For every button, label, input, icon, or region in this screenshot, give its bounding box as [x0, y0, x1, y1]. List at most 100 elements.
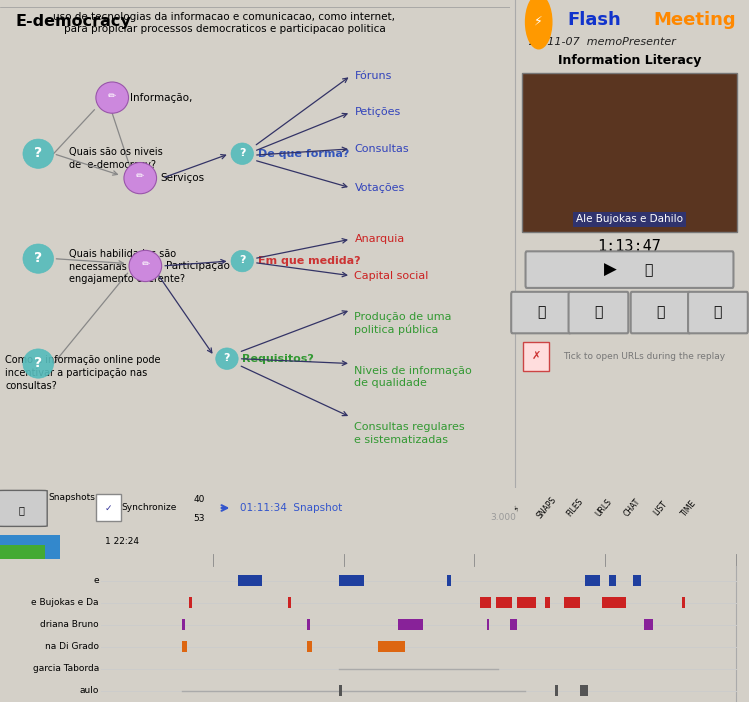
Text: Petições: Petições	[354, 107, 401, 117]
Bar	[307, 642, 312, 652]
Text: ✗: ✗	[532, 351, 541, 362]
FancyBboxPatch shape	[631, 292, 691, 333]
FancyBboxPatch shape	[522, 73, 737, 232]
Bar	[0, 535, 60, 559]
Bar	[339, 575, 365, 586]
Text: uso de tecnologias da informacao e comunicacao, como internet,: uso de tecnologias da informacao e comun…	[53, 12, 395, 22]
Text: driana Bruno: driana Bruno	[40, 621, 99, 630]
Text: para propiciar processos democraticos e participacao politica: para propiciar processos democraticos e …	[64, 25, 385, 34]
Text: E-democracy: E-democracy	[15, 13, 131, 29]
Text: Serviços: Serviços	[160, 173, 204, 183]
Circle shape	[526, 0, 552, 49]
Text: ✓: ✓	[105, 503, 112, 512]
Bar	[487, 619, 489, 630]
FancyBboxPatch shape	[688, 292, 748, 333]
Text: ?: ?	[34, 356, 42, 369]
Text: SNAPS: SNAPS	[536, 496, 558, 520]
Text: Anarquia: Anarquia	[354, 234, 404, 244]
Text: Synchronize: Synchronize	[121, 503, 177, 512]
Circle shape	[216, 348, 238, 369]
Text: ⏮: ⏮	[537, 305, 545, 319]
Bar	[584, 575, 601, 586]
Text: Quais habilidades são
necessarias para o
engajamento coerente?: Quais habilidades são necessarias para o…	[69, 249, 185, 284]
Text: Fóruns: Fóruns	[354, 71, 392, 81]
Bar	[307, 619, 311, 630]
Circle shape	[124, 162, 157, 194]
Text: ⚡: ⚡	[512, 503, 522, 513]
Bar	[545, 597, 551, 609]
Text: ✏: ✏	[142, 259, 149, 269]
Text: 📷: 📷	[19, 505, 25, 515]
Text: ⏪: ⏪	[594, 305, 603, 319]
Text: 1 22:24: 1 22:24	[105, 538, 139, 546]
Text: ?: ?	[34, 146, 42, 160]
Text: TIME: TIME	[680, 498, 698, 518]
Text: 53: 53	[193, 514, 204, 523]
Circle shape	[231, 143, 253, 164]
Text: URLS: URLS	[594, 498, 613, 519]
Text: Consultas: Consultas	[354, 144, 409, 154]
Text: Produção de uma
politica pública: Produção de uma politica pública	[354, 312, 452, 336]
Circle shape	[96, 82, 129, 113]
Text: ?: ?	[224, 352, 230, 363]
Text: Tick to open URLs during the replay: Tick to open URLs during the replay	[562, 352, 725, 361]
Text: ?: ?	[239, 147, 246, 158]
Bar	[564, 597, 580, 609]
Text: Consultas regulares
e sistematizadas: Consultas regulares e sistematizadas	[354, 422, 465, 444]
Text: ?: ?	[34, 251, 42, 265]
Bar	[682, 597, 685, 609]
Circle shape	[23, 349, 53, 378]
Text: Informação,: Informação,	[130, 93, 192, 102]
Text: Niveis de informação
de qualidade: Niveis de informação de qualidade	[354, 366, 472, 388]
Bar	[643, 619, 653, 630]
Bar	[510, 619, 517, 630]
Text: 01:11:34  Snapshot: 01:11:34 Snapshot	[240, 503, 342, 513]
Bar	[189, 597, 192, 609]
Text: ?: ?	[239, 255, 246, 265]
FancyBboxPatch shape	[0, 491, 47, 526]
Circle shape	[23, 139, 53, 168]
Text: ⏭: ⏭	[714, 305, 722, 319]
Text: ✏: ✏	[136, 171, 145, 181]
FancyBboxPatch shape	[526, 251, 733, 288]
Text: na Di Grado: na Di Grado	[45, 642, 99, 651]
Text: Meeting: Meeting	[653, 11, 736, 29]
Text: ✏: ✏	[108, 91, 116, 100]
Text: Votações: Votações	[354, 183, 404, 193]
Text: ⏸: ⏸	[644, 263, 653, 277]
Bar	[609, 575, 616, 586]
Text: LIST: LIST	[652, 499, 669, 517]
Text: Em que medida?: Em que medida?	[258, 256, 360, 266]
Text: ⚡: ⚡	[534, 15, 543, 27]
Circle shape	[231, 251, 253, 272]
Text: 3.000: 3.000	[491, 513, 517, 522]
Text: Print: Print	[4, 494, 25, 503]
Text: Flash: Flash	[567, 11, 621, 29]
Bar	[378, 642, 405, 652]
Bar	[633, 575, 641, 586]
Bar	[497, 597, 512, 609]
Circle shape	[129, 251, 162, 282]
Bar	[447, 575, 451, 586]
Text: Information Literacy: Information Literacy	[558, 53, 701, 67]
Bar	[555, 685, 558, 696]
Text: ⏩: ⏩	[656, 305, 665, 319]
Text: Quais são os niveis
de  e-democracy?: Quais são os niveis de e-democracy?	[69, 147, 163, 170]
Bar	[580, 685, 588, 696]
Bar	[398, 619, 423, 630]
Text: e: e	[93, 576, 99, 585]
Text: Participação: Participação	[166, 261, 230, 271]
Bar	[602, 597, 626, 609]
Text: 20-11-07  memoPresenter: 20-11-07 memoPresenter	[529, 37, 676, 48]
Bar	[237, 575, 261, 586]
Text: Capital social: Capital social	[354, 271, 429, 281]
Text: Snapshots: Snapshots	[49, 494, 96, 503]
Text: CHAT: CHAT	[622, 497, 642, 519]
FancyBboxPatch shape	[512, 292, 571, 333]
Text: De que forma?: De que forma?	[258, 149, 349, 159]
FancyBboxPatch shape	[96, 494, 121, 521]
Bar	[182, 619, 186, 630]
Circle shape	[23, 244, 53, 273]
Bar	[481, 597, 491, 609]
Bar	[182, 642, 187, 652]
